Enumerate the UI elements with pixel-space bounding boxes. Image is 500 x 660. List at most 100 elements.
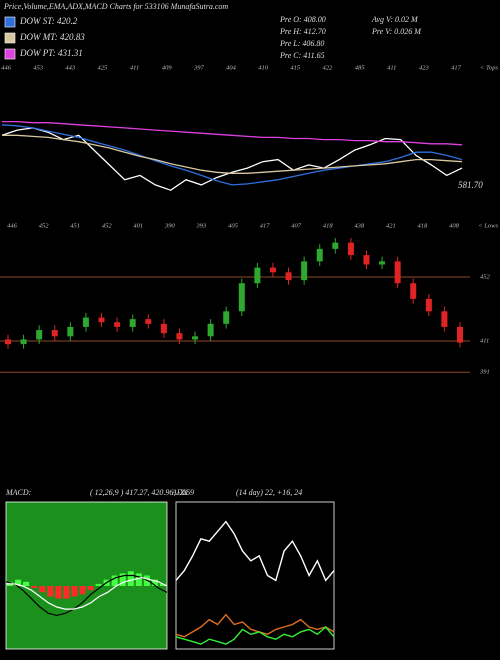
candle-body bbox=[316, 248, 323, 262]
low-label: 393 bbox=[196, 222, 208, 229]
low-label: 390 bbox=[164, 222, 176, 229]
y-tick-label: 391 bbox=[479, 369, 490, 376]
candle-body bbox=[192, 336, 199, 340]
candle-body bbox=[36, 330, 43, 340]
candle-body bbox=[457, 326, 463, 343]
series-line bbox=[175, 613, 335, 638]
top-label: 446 bbox=[1, 64, 12, 71]
macd-bar bbox=[15, 579, 22, 586]
candle-body bbox=[82, 317, 89, 327]
low-label: 452 bbox=[102, 222, 113, 229]
legend-label: DOW MT: 420.83 bbox=[19, 32, 85, 42]
low-label: 452 bbox=[39, 222, 50, 229]
adx-title: ADX bbox=[171, 488, 189, 497]
info-text: Pre V: 0.026 M bbox=[371, 27, 422, 36]
chart-title: Price,Volume,EMA,ADX,MACD Charts for 533… bbox=[3, 2, 228, 11]
macd-bar bbox=[111, 575, 118, 586]
last-label: 581.70 bbox=[458, 180, 483, 190]
low-label: 417 bbox=[260, 222, 271, 229]
series-line bbox=[175, 626, 335, 645]
candle-body bbox=[379, 261, 386, 265]
macd-bar bbox=[31, 586, 38, 589]
legend-label: DOW ST: 420.2 bbox=[19, 16, 78, 26]
candle-body bbox=[441, 311, 448, 327]
low-label: 407 bbox=[291, 222, 302, 229]
y-tick-label: 411 bbox=[480, 337, 489, 344]
candle-body bbox=[332, 242, 339, 249]
candle-body bbox=[285, 272, 292, 281]
top-label: 410 bbox=[258, 64, 269, 71]
legend-swatch bbox=[4, 32, 16, 44]
candle-body bbox=[51, 330, 58, 337]
macd-bar bbox=[159, 583, 166, 586]
lows-caption: < Lows bbox=[478, 222, 498, 229]
info-text: Pre O: 408.00 bbox=[279, 15, 326, 24]
y-tick-label: 452 bbox=[480, 273, 491, 280]
top-label: 411 bbox=[387, 64, 396, 71]
top-label: 422 bbox=[323, 64, 334, 71]
low-label: 408 bbox=[449, 222, 460, 229]
macd-bar bbox=[95, 583, 102, 586]
top-label: 443 bbox=[65, 64, 76, 71]
low-label: 421 bbox=[386, 222, 396, 229]
series-line bbox=[5, 574, 168, 617]
low-label: 446 bbox=[7, 222, 18, 229]
series-line bbox=[2, 120, 463, 146]
candle-body bbox=[269, 267, 276, 273]
candle-body bbox=[410, 283, 417, 299]
macd-title: MACD: bbox=[5, 488, 32, 497]
macd-bar bbox=[23, 581, 30, 586]
macd-bar bbox=[63, 586, 70, 599]
top-label: 411 bbox=[130, 64, 139, 71]
top-label: 415 bbox=[290, 64, 301, 71]
low-label: 451 bbox=[70, 222, 80, 229]
series-line bbox=[1, 124, 463, 186]
low-label: 438 bbox=[354, 222, 365, 229]
low-label: 401 bbox=[133, 222, 143, 229]
macd-bar bbox=[39, 586, 46, 593]
candle-body bbox=[176, 333, 183, 340]
top-label: 409 bbox=[162, 64, 173, 71]
macd-bar bbox=[87, 586, 94, 591]
info-text: Pre L: 406.80 bbox=[279, 39, 324, 48]
low-label: 418 bbox=[323, 222, 334, 229]
panel-bg bbox=[175, 501, 335, 650]
low-label: 405 bbox=[228, 222, 239, 229]
candle-body bbox=[347, 242, 354, 256]
series-line bbox=[6, 576, 168, 610]
macd-bar bbox=[71, 586, 78, 597]
candle-body bbox=[363, 255, 370, 265]
candle-body bbox=[425, 298, 432, 312]
top-label: 417 bbox=[451, 64, 462, 71]
legend-swatch bbox=[4, 16, 16, 28]
series-line bbox=[175, 520, 335, 582]
info-text: Pre C: 411.65 bbox=[279, 51, 325, 60]
adx-subtitle: (14 day) 22, +16, 24 bbox=[236, 488, 302, 497]
legend-label: DOW PT: 431.31 bbox=[19, 48, 83, 58]
macd-subtitle: ( 12,26,9 ) 417.27, 420.96, -3.69 bbox=[90, 488, 194, 497]
tops-caption: < Tops bbox=[480, 64, 499, 71]
candle-body bbox=[223, 311, 230, 324]
candle-body bbox=[160, 323, 167, 334]
candle-body bbox=[98, 317, 105, 323]
macd-bar bbox=[79, 586, 86, 595]
macd-bar bbox=[127, 571, 134, 586]
top-label: 423 bbox=[419, 64, 430, 71]
info-text: Avg V: 0.02 M bbox=[371, 15, 419, 24]
macd-bar bbox=[55, 586, 62, 599]
panel-bg bbox=[5, 501, 168, 650]
top-label: 425 bbox=[98, 64, 109, 71]
legend-swatch bbox=[4, 48, 16, 60]
candle-body bbox=[394, 261, 401, 284]
top-label: 404 bbox=[226, 64, 237, 71]
candle-body bbox=[238, 283, 245, 312]
candle-body bbox=[114, 322, 121, 327]
candle-body bbox=[20, 339, 27, 345]
macd-bar bbox=[119, 573, 126, 586]
candle-body bbox=[67, 326, 74, 337]
top-label: 453 bbox=[33, 64, 44, 71]
candle-body bbox=[145, 319, 152, 324]
macd-bar bbox=[47, 586, 54, 597]
